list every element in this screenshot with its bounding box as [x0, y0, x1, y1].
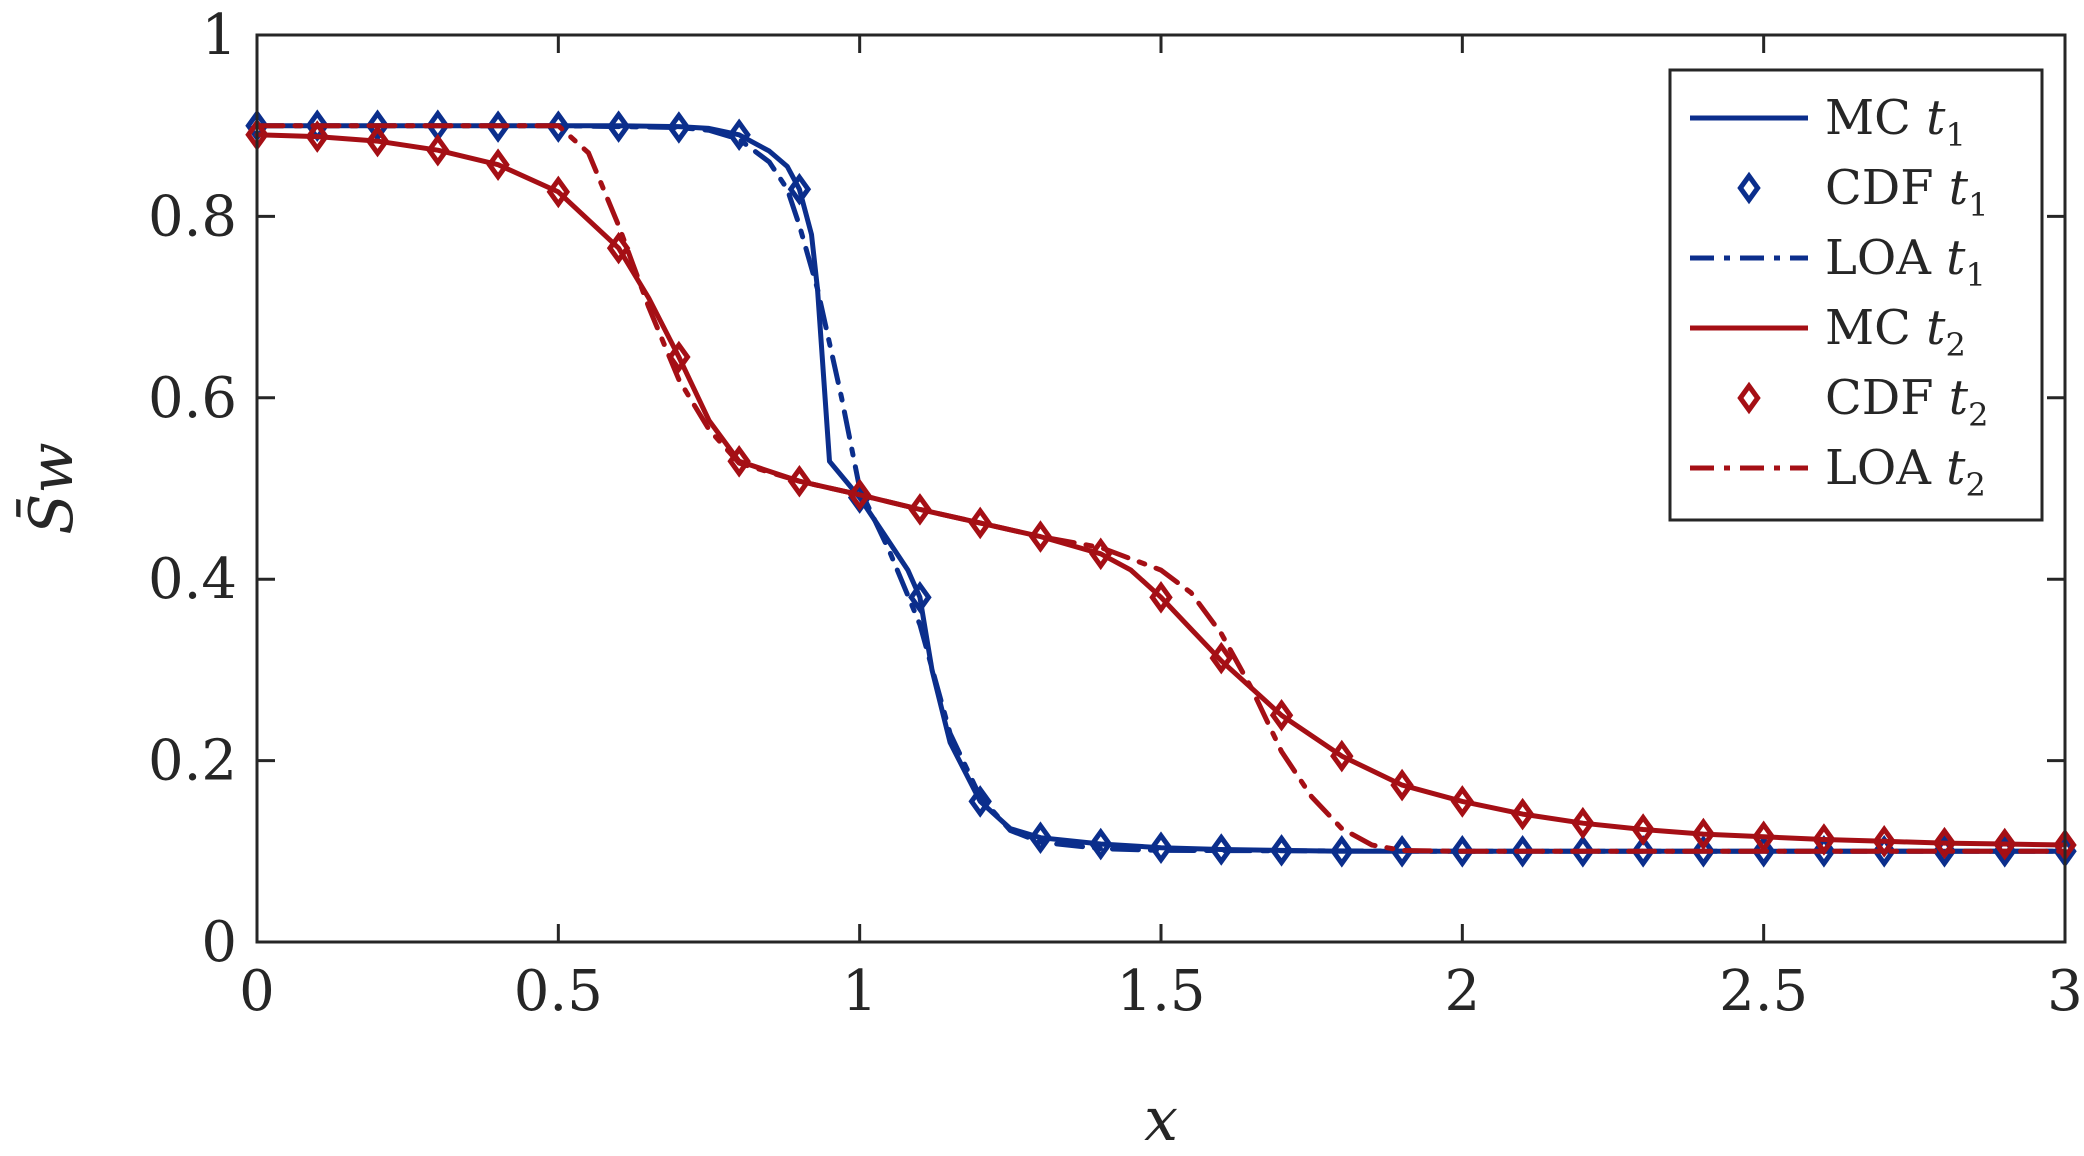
legend-label-subscript: 1	[1965, 256, 1985, 294]
data-point	[908, 493, 932, 526]
legend-label-t: t	[1946, 230, 1966, 286]
data-point	[1269, 698, 1294, 732]
series-line	[254, 123, 2068, 854]
legend-label-main: LOA	[1825, 230, 1946, 286]
legend-box	[1668, 68, 2044, 522]
legend-label: CDF t1	[1825, 160, 1988, 224]
x-tick-label: 2	[1445, 959, 1481, 1024]
legend-label-t: t	[1926, 90, 1946, 146]
data-point	[1510, 835, 1535, 868]
data-point	[305, 120, 329, 153]
data-point	[787, 172, 812, 206]
data-point	[1390, 768, 1414, 802]
legend-marker	[1737, 171, 1761, 205]
data-point	[365, 124, 390, 158]
data-point	[1993, 827, 2017, 861]
y-tick-label: 0.2	[148, 729, 237, 794]
data-point	[1269, 834, 1294, 867]
legend-label: MC t2	[1825, 300, 1966, 364]
legend-label-t: t	[1949, 160, 1969, 216]
data-point	[1028, 520, 1053, 553]
x-axis-label: x	[1144, 1085, 1178, 1151]
legend-label-subscript: 2	[1965, 466, 1985, 504]
legend-label-main: MC	[1825, 300, 1926, 356]
data-point	[727, 118, 751, 152]
series-loa-t2	[254, 123, 2068, 854]
data-point	[606, 231, 631, 265]
data-point	[1751, 835, 1776, 868]
series-loa-t1	[254, 123, 2068, 854]
data-point	[1450, 785, 1475, 818]
data-point	[1631, 813, 1655, 846]
data-point	[1390, 835, 1414, 868]
data-point	[1691, 817, 1716, 851]
series-cdf-t2	[245, 118, 2077, 862]
data-point	[606, 110, 631, 143]
y-tick-label: 1	[201, 3, 237, 68]
data-point	[486, 148, 510, 181]
legend-label: MC t1	[1825, 90, 1966, 154]
data-point	[1209, 833, 1233, 866]
data-point	[968, 785, 992, 818]
axis-ticks: 0 0.5 1 1.5 2 2.5 3 0 0.2 0.4 0.6 0.8 1	[148, 3, 2083, 1024]
x-tick-label: 1.5	[1116, 959, 1205, 1024]
data-point	[667, 340, 691, 374]
data-point	[1028, 821, 1053, 854]
data-point	[1571, 835, 1595, 868]
legend-label-t: t	[1946, 440, 1966, 496]
data-point	[1571, 806, 1595, 840]
data-point	[1751, 820, 1776, 854]
data-point	[1450, 835, 1475, 868]
data-point	[365, 109, 390, 142]
legend-label: LOA t1	[1825, 230, 1986, 294]
data-point	[426, 133, 450, 167]
legend-marker	[1737, 381, 1761, 415]
legend-label-t: t	[1949, 370, 1969, 426]
data-point	[1631, 835, 1655, 868]
y-tick-label: 0	[201, 910, 237, 975]
legend-label-subscript: 1	[1945, 116, 1965, 154]
data-point	[486, 110, 510, 143]
data-point	[1691, 835, 1716, 868]
legend-label: LOA t2	[1825, 440, 1986, 504]
x-tick-label: 3	[2047, 959, 2083, 1024]
legend-label-main: LOA	[1825, 440, 1946, 496]
x-tick-label: 1	[842, 959, 878, 1024]
y-tick-label: 0.4	[148, 547, 237, 612]
y-axis-label: S̄w	[16, 442, 87, 534]
legend-label-t: t	[1926, 300, 1946, 356]
data-point	[908, 581, 932, 614]
data-point	[667, 111, 691, 144]
x-tick-label: 0.5	[514, 959, 603, 1024]
data-point	[546, 110, 571, 143]
data-point	[1089, 827, 1113, 861]
legend-label-subscript: 2	[1945, 326, 1965, 364]
data-point	[1872, 825, 1896, 858]
legend-label: CDF t2	[1825, 370, 1988, 434]
plot-marks	[245, 109, 2077, 868]
legend-label-main: CDF	[1825, 370, 1949, 426]
legend-label-main: MC	[1825, 90, 1926, 146]
data-point	[1330, 739, 1354, 773]
y-tick-label: 0.8	[148, 184, 237, 249]
data-point	[1932, 826, 1957, 860]
y-tick-label: 0.6	[148, 366, 237, 431]
legend-label-main: CDF	[1825, 160, 1949, 216]
data-point	[847, 478, 872, 512]
legend-label-subscript: 2	[1968, 396, 1988, 434]
data-point	[1330, 835, 1354, 868]
data-point	[1149, 581, 1173, 614]
data-point	[968, 506, 992, 540]
data-point	[1209, 641, 1233, 675]
x-tick-label: 0	[239, 959, 275, 1024]
legend-label-subscript: 1	[1968, 186, 1988, 224]
data-point	[1510, 797, 1535, 831]
data-point	[546, 175, 571, 209]
data-point	[1149, 831, 1173, 864]
series-line	[254, 123, 2068, 854]
x-tick-label: 2.5	[1719, 959, 1808, 1024]
